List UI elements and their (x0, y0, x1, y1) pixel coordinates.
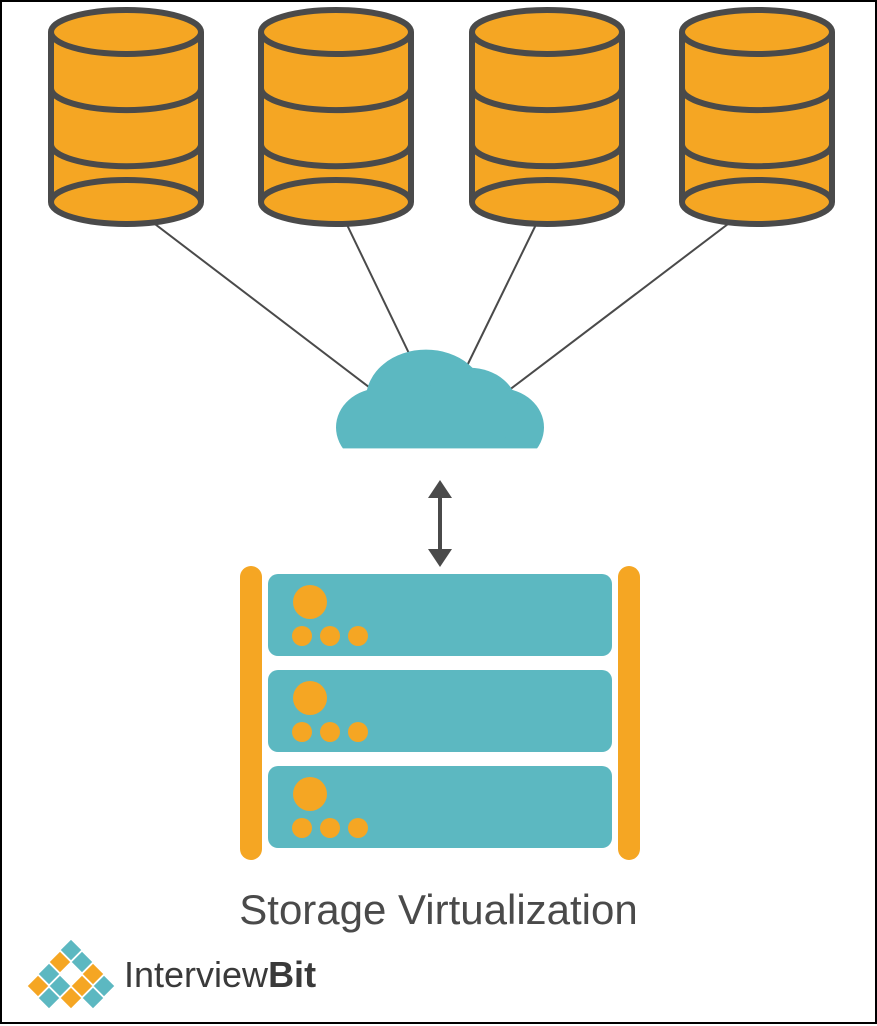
databases-group (51, 10, 832, 224)
logo-text-prefix: Interview (124, 954, 268, 995)
diagram-canvas: Storage Virtualization InterviewBit (2, 2, 875, 1022)
logo-diamond-icon (26, 940, 116, 1010)
diagram-svg (2, 2, 877, 1026)
diagram-title: Storage Virtualization (2, 886, 875, 934)
server-rack-icon (240, 566, 640, 860)
logo-text-suffix: Bit (268, 954, 316, 995)
logo-text: InterviewBit (124, 954, 316, 996)
brand-logo: InterviewBit (26, 940, 316, 1010)
bidirectional-arrow-icon (428, 480, 452, 567)
